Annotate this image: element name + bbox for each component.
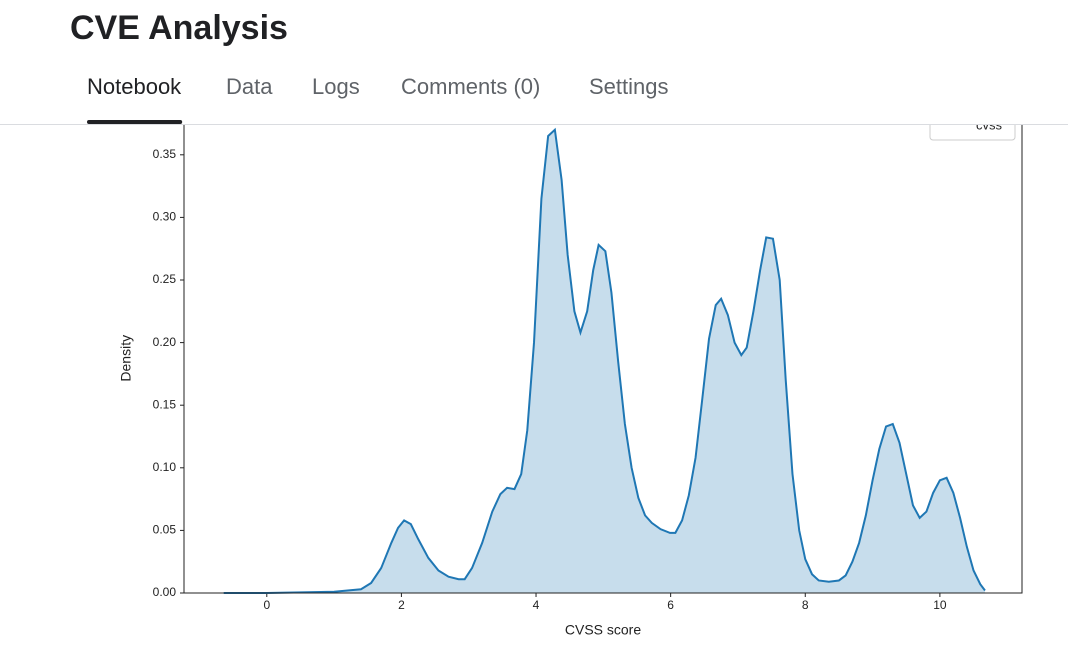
- x-tick-label: 2: [398, 598, 405, 612]
- y-tick-label: 0.25: [153, 272, 177, 286]
- y-tick-label: 0.00: [153, 585, 177, 599]
- x-tick-label: 0: [263, 598, 270, 612]
- density-area: [223, 129, 985, 593]
- y-tick-label: 0.15: [153, 397, 177, 411]
- y-axis-label: Density: [118, 335, 134, 382]
- x-tick-label: 6: [667, 598, 674, 612]
- tab[interactable]: Data: [226, 74, 273, 99]
- page-title: CVE Analysis: [70, 9, 288, 47]
- header-bg: [0, 0, 1068, 124]
- x-tick-label: 4: [533, 598, 540, 612]
- y-tick-label: 0.10: [153, 460, 177, 474]
- x-tick-label: 10: [933, 598, 947, 612]
- x-axis-label: CVSS score: [565, 622, 641, 638]
- x-tick-label: 8: [802, 598, 809, 612]
- tab[interactable]: Settings: [589, 74, 669, 99]
- tab[interactable]: Notebook: [87, 74, 182, 99]
- active-tab-indicator: [87, 120, 183, 124]
- y-tick-label: 0.30: [153, 210, 177, 224]
- density-line: [223, 127, 986, 594]
- y-tick-label: 0.35: [153, 147, 177, 161]
- chart: 0 2 4 6 8 10 0.00 0.05 0.10 0.15 0.20 0.25 0.30 0.35 C…: [118, 105, 1023, 638]
- tab[interactable]: Logs: [312, 74, 360, 99]
- header: CVE Analysis Notebook Data Logs Comments…: [0, 0, 1068, 125]
- y-tick-label: 0.05: [153, 523, 177, 537]
- y-tick-label: 0.20: [153, 335, 177, 349]
- tab[interactable]: Comments (0): [401, 74, 540, 99]
